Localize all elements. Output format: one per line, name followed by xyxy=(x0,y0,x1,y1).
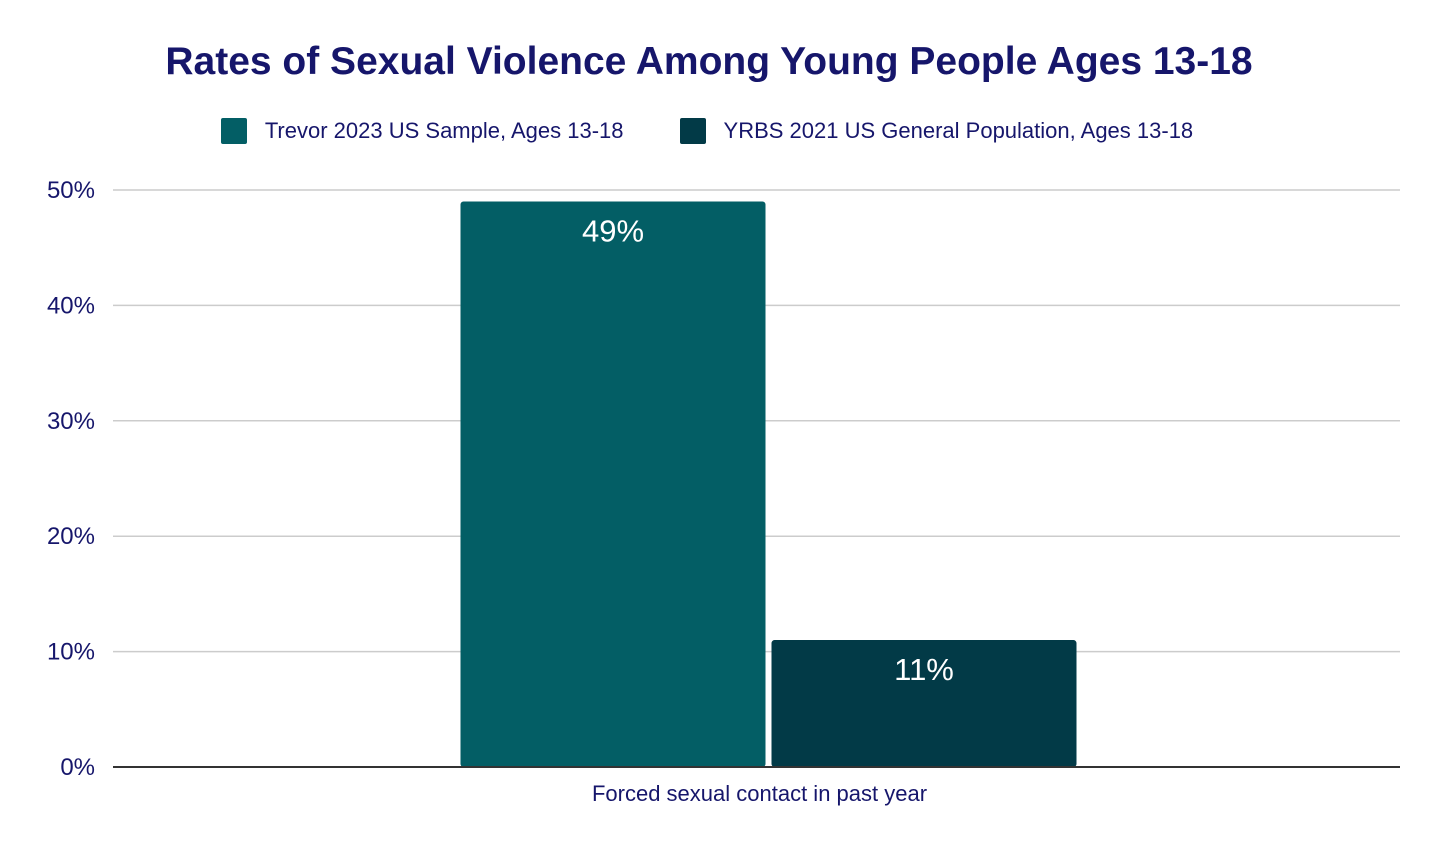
x-category-label-0: Forced sexual contact in past year xyxy=(592,781,927,806)
y-tick-label-40: 40% xyxy=(47,292,95,319)
y-tick-label-0: 0% xyxy=(60,754,95,781)
y-tick-label-20: 20% xyxy=(47,523,95,550)
chart-legend: Trevor 2023 US Sample, Ages 13-18 YRBS 2… xyxy=(0,118,1414,144)
bar-0-0 xyxy=(460,201,766,768)
y-tick-label-10: 10% xyxy=(47,639,95,666)
y-tick-label-50: 50% xyxy=(47,177,95,204)
bar-label-1-0: 11% xyxy=(894,652,954,687)
legend-label-trevor: Trevor 2023 US Sample, Ages 13-18 xyxy=(264,118,624,143)
legend-item-trevor: Trevor 2023 US Sample, Ages 13-18 xyxy=(220,118,624,144)
bar-label-0-0: 49% xyxy=(582,214,644,249)
legend-swatch-trevor xyxy=(220,118,247,144)
legend-label-yrbs: YRBS 2021 US General Population, Ages 13… xyxy=(723,118,1194,143)
legend-swatch-yrbs xyxy=(679,118,706,144)
legend-item-yrbs: YRBS 2021 US General Population, Ages 13… xyxy=(679,118,1194,144)
y-tick-label-30: 30% xyxy=(47,408,95,435)
chart-title: Rates of Sexual Violence Among Young Peo… xyxy=(165,40,1253,83)
bar-1-0 xyxy=(771,640,1077,767)
